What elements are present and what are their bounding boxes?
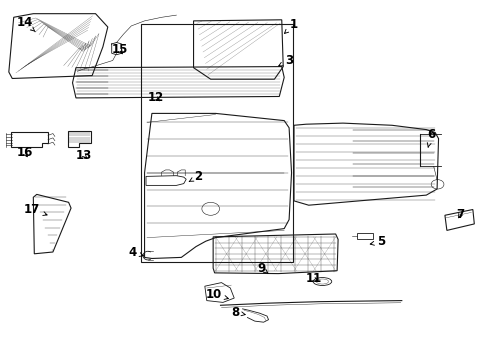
Text: 3: 3 — [279, 54, 293, 67]
Text: 10: 10 — [205, 288, 228, 301]
Text: 17: 17 — [24, 203, 47, 216]
Text: 13: 13 — [76, 149, 93, 162]
Text: 15: 15 — [111, 43, 128, 56]
Bar — [141, 24, 293, 262]
Text: 1: 1 — [285, 18, 298, 33]
Text: 8: 8 — [231, 306, 245, 319]
Text: 7: 7 — [457, 208, 465, 221]
Text: 9: 9 — [257, 262, 268, 275]
Text: 4: 4 — [128, 246, 144, 258]
Text: 12: 12 — [147, 91, 164, 104]
Text: 14: 14 — [16, 16, 35, 32]
Text: 16: 16 — [16, 146, 33, 159]
Text: 2: 2 — [189, 170, 202, 183]
Text: 11: 11 — [305, 273, 322, 285]
Text: 5: 5 — [370, 235, 386, 248]
Text: 6: 6 — [427, 129, 435, 147]
